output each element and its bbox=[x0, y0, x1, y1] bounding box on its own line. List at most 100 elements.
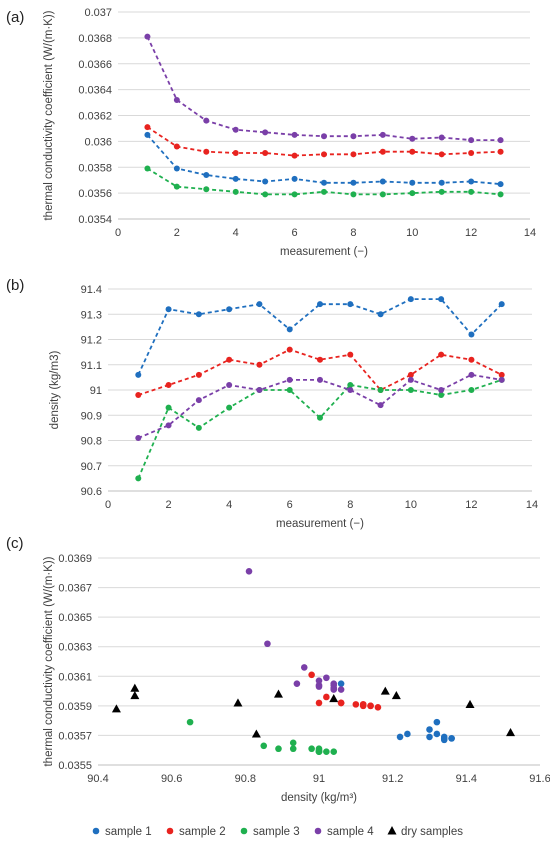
panel-a-point bbox=[203, 186, 210, 193]
panel-b-point bbox=[407, 296, 414, 303]
panel-c-point bbox=[448, 735, 455, 742]
panel-a-point bbox=[379, 178, 386, 185]
panel-b-xlabel: measurement (−) bbox=[276, 518, 364, 530]
panel-a-point bbox=[321, 151, 327, 158]
panel-c-ytick-label: 0.0367 bbox=[58, 583, 92, 595]
panel-a-point bbox=[173, 96, 180, 103]
panel-b-point bbox=[468, 371, 475, 378]
panel-c-point bbox=[426, 733, 433, 741]
panel-a-ytick-label: 0.0354 bbox=[78, 214, 112, 226]
panel-c-dry-point bbox=[391, 691, 401, 700]
panel-c-point bbox=[337, 686, 345, 693]
panel-b-point bbox=[407, 387, 414, 393]
panel-a-point bbox=[144, 33, 151, 40]
panel-a-point bbox=[173, 165, 180, 172]
panel-c-ytick-label: 0.0357 bbox=[58, 730, 92, 742]
panel-c-label: (c) bbox=[6, 535, 24, 552]
panel-a-xtick-label: 14 bbox=[524, 227, 536, 239]
panel-c-point bbox=[433, 730, 441, 738]
panel-c-ytick-label: 0.0355 bbox=[58, 760, 92, 772]
panel-c-dry-point bbox=[329, 693, 339, 703]
panel-c-dry-point bbox=[465, 699, 475, 708]
panel-a-point bbox=[232, 175, 239, 182]
panel-b-xtick-label: 0 bbox=[105, 499, 111, 511]
panel-c-point bbox=[315, 699, 323, 707]
panel-a-series-line-4 bbox=[146, 36, 501, 142]
panel-b-point bbox=[286, 346, 293, 353]
panel-a-point bbox=[409, 190, 416, 197]
panel-c-point bbox=[367, 702, 374, 710]
panel-c-xtick-label: 91.2 bbox=[382, 773, 403, 785]
panel-c-point bbox=[330, 686, 338, 693]
panel-a-point bbox=[291, 191, 298, 198]
panel-a-point bbox=[497, 181, 504, 188]
panel-c-xtick-label: 91 bbox=[313, 773, 325, 785]
panel-a-point bbox=[144, 124, 151, 131]
legend-marker-3 bbox=[240, 827, 248, 835]
panel-b-point bbox=[195, 424, 202, 431]
panel-a-point bbox=[468, 188, 475, 195]
panel-b-xtick-label: 10 bbox=[405, 499, 417, 511]
panel-a-point bbox=[262, 178, 269, 185]
panel-a-point bbox=[262, 150, 269, 157]
panel-a-xtick-label: 2 bbox=[174, 227, 180, 239]
panel-c-point bbox=[426, 726, 433, 733]
panel-c-point bbox=[337, 699, 345, 707]
panel-c-point bbox=[293, 680, 301, 687]
panel-a-point bbox=[291, 152, 298, 159]
panel-b-point bbox=[377, 402, 384, 409]
panel-b-series-line-3 bbox=[137, 379, 502, 479]
panel-c-point bbox=[289, 739, 297, 747]
legend-marker-dry bbox=[387, 826, 397, 835]
panel-b-ytick-label: 90.9 bbox=[81, 410, 102, 422]
panel-a-point bbox=[438, 179, 445, 186]
legend-label: sample 2 bbox=[179, 826, 226, 838]
panel-b-xtick-label: 12 bbox=[465, 499, 477, 511]
panel-c-point bbox=[300, 664, 308, 671]
panel-a-xtick-label: 0 bbox=[115, 227, 121, 239]
panel-b-point bbox=[195, 397, 202, 404]
panel-a-xtick-label: 10 bbox=[406, 227, 418, 239]
panel-b-ylabel: density (kg/m3) bbox=[49, 351, 61, 430]
panel-b-point bbox=[438, 387, 445, 393]
panel-a-point bbox=[409, 135, 416, 142]
panel-a-point bbox=[291, 175, 298, 182]
panel-a-point bbox=[409, 148, 416, 155]
panel-b-point bbox=[407, 376, 414, 383]
panel-a-xtick-label: 8 bbox=[350, 227, 356, 239]
panel-c-point bbox=[352, 701, 360, 708]
panel-c-dry-point bbox=[130, 691, 140, 700]
panel-a-ytick-label: 0.0356 bbox=[78, 188, 112, 200]
panel-c-ytick-label: 0.0365 bbox=[58, 612, 92, 624]
panel-c-point bbox=[245, 568, 253, 575]
panel-c-point bbox=[337, 680, 345, 687]
panel-b-ytick-label: 90.7 bbox=[81, 461, 102, 473]
panel-b-point bbox=[498, 376, 505, 383]
panel-c-point bbox=[315, 745, 323, 753]
panel-a-point bbox=[497, 191, 504, 198]
panel-b-point bbox=[347, 381, 354, 388]
panel-c-point bbox=[433, 718, 441, 726]
panel-c-point bbox=[323, 748, 330, 755]
panel-b-point bbox=[498, 301, 505, 308]
panel-a-point bbox=[409, 179, 416, 186]
panel-b-point bbox=[256, 387, 263, 393]
panel-c-xlabel: density (kg/m³) bbox=[281, 792, 357, 804]
panel-b-point bbox=[195, 311, 202, 318]
legend-label: sample 4 bbox=[327, 826, 374, 838]
panel-a-ytick-label: 0.036 bbox=[84, 136, 112, 148]
panel-b-point bbox=[317, 301, 323, 308]
panel-b-point bbox=[165, 306, 172, 313]
panel-c-dry-point bbox=[506, 727, 516, 737]
legend-marker-4 bbox=[314, 827, 322, 835]
panel-b-point bbox=[468, 387, 475, 393]
panel-c-point bbox=[359, 701, 367, 708]
panel-b-ytick-label: 91.4 bbox=[81, 284, 102, 296]
panel-c-point bbox=[404, 730, 411, 738]
legend-marker-2 bbox=[166, 827, 174, 835]
panel-b-point bbox=[165, 381, 172, 388]
panel-c-xtick-label: 90.6 bbox=[161, 773, 182, 785]
legend-label: sample 3 bbox=[253, 826, 300, 838]
panel-b-xtick-label: 4 bbox=[226, 499, 232, 511]
